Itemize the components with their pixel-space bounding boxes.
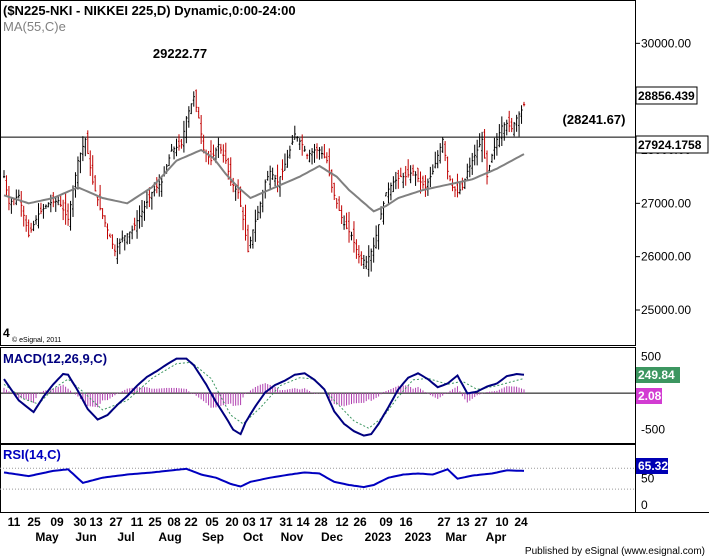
date-day-label: 13: [456, 515, 470, 529]
macd-histogram: [3, 383, 525, 408]
date-day-label: 10: [495, 515, 509, 529]
price-tick-label: 30000.00: [641, 36, 691, 50]
date-month-label: Dec: [321, 530, 343, 544]
price-tick-label: 26000.00: [641, 250, 691, 264]
date-axis-labels: 11 25 09 30 13 27 11 25 08 22 05 20 03 17 31 14 28 12 26 09…: [8, 515, 528, 544]
price-badge-text: 28856.439: [638, 89, 695, 103]
price-axis-ticks: 30000.0029000.0028000.0027000.0026000.00…: [635, 36, 691, 317]
macd-line: [3, 357, 525, 437]
date-month-label: Jun: [75, 530, 96, 544]
rsi-reference-lines: [0, 467, 635, 490]
date-month-label: Aug: [158, 530, 181, 544]
ma-label: MA(55,C)e: [3, 19, 66, 34]
macd-title: MACD(12,26,9,C): [3, 351, 107, 366]
rsi-tick-label: 0: [641, 498, 648, 512]
macd-badge-text: 249.84: [638, 368, 675, 382]
rsi-line: [3, 467, 525, 489]
date-day-label: 31: [279, 515, 293, 529]
date-day-label: 27: [109, 515, 123, 529]
date-day-label: 08: [167, 515, 181, 529]
date-day-label: 26: [353, 515, 367, 529]
date-day-label: 03: [242, 515, 256, 529]
macd-badge: [636, 367, 680, 383]
date-month-label: Mar: [445, 530, 467, 544]
date-day-label: 05: [205, 515, 219, 529]
ma-badge: [635, 135, 709, 154]
macd-tick-label: 500: [641, 349, 661, 363]
date-day-label: 22: [184, 515, 198, 529]
histogram-badge-text: 2.08: [638, 389, 662, 403]
date-month-label: 2023: [365, 530, 392, 544]
date-day-label: 11: [8, 515, 21, 529]
date-month-label: May: [35, 530, 59, 544]
rsi-panel-frame: [0, 444, 636, 513]
date-day-label: 11: [131, 515, 144, 529]
date-month-label: Apr: [486, 530, 507, 544]
date-day-label: 25: [148, 515, 162, 529]
macd-tick-label: -500: [641, 423, 665, 437]
date-day-label: 24: [514, 515, 528, 529]
date-month-label: Jul: [117, 530, 134, 544]
corner-mark: 4: [3, 326, 10, 340]
date-month-label: Sep: [202, 530, 224, 544]
level-annotation: (28241.67): [563, 112, 626, 127]
date-day-label: 09: [379, 515, 393, 529]
date-day-label: 16: [399, 515, 413, 529]
macd-signal-line: [3, 361, 525, 429]
rsi-tick-label: 50: [641, 472, 655, 486]
date-day-label: 28: [314, 515, 328, 529]
date-day-label: 12: [335, 515, 349, 529]
date-day-label: 27: [474, 515, 488, 529]
ma-badge-text: 27924.1758: [638, 138, 702, 152]
publisher-footer: Published by eSignal (www.esignal.com): [525, 546, 705, 557]
price-tick-label: 27000.00: [641, 196, 691, 210]
price-panel-frame: [0, 0, 636, 346]
esignal-watermark: © eSignal, 2011: [12, 336, 62, 344]
rsi-badge-text: 65.32: [638, 459, 668, 473]
ma-line: [3, 148, 525, 213]
date-day-label: 30: [73, 515, 87, 529]
rsi-badge: [636, 458, 668, 474]
rsi-axis-ticks: 50 0: [641, 472, 655, 512]
date-day-label: 09: [50, 515, 64, 529]
date-day-label: 14: [296, 515, 310, 529]
date-day-label: 27: [437, 515, 451, 529]
date-day-label: 13: [89, 515, 103, 529]
date-month-label: Nov: [281, 530, 304, 544]
price-chart-title: ($N225-NKI - NIKKEI 225,D) Dynamic,0:00-…: [3, 3, 296, 18]
peak-annotation: 29222.77: [153, 46, 207, 61]
date-day-label: 20: [225, 515, 239, 529]
price-tick-label: 25000.00: [641, 303, 691, 317]
date-day-label: 17: [259, 515, 273, 529]
price-badge: [635, 86, 698, 105]
macd-panel-frame: [0, 347, 636, 444]
date-month-label: Oct: [243, 530, 263, 544]
date-month-label: 2023: [405, 530, 432, 544]
rsi-title: RSI(14,C): [3, 447, 61, 462]
histogram-badge: [636, 388, 662, 404]
date-day-label: 25: [27, 515, 41, 529]
